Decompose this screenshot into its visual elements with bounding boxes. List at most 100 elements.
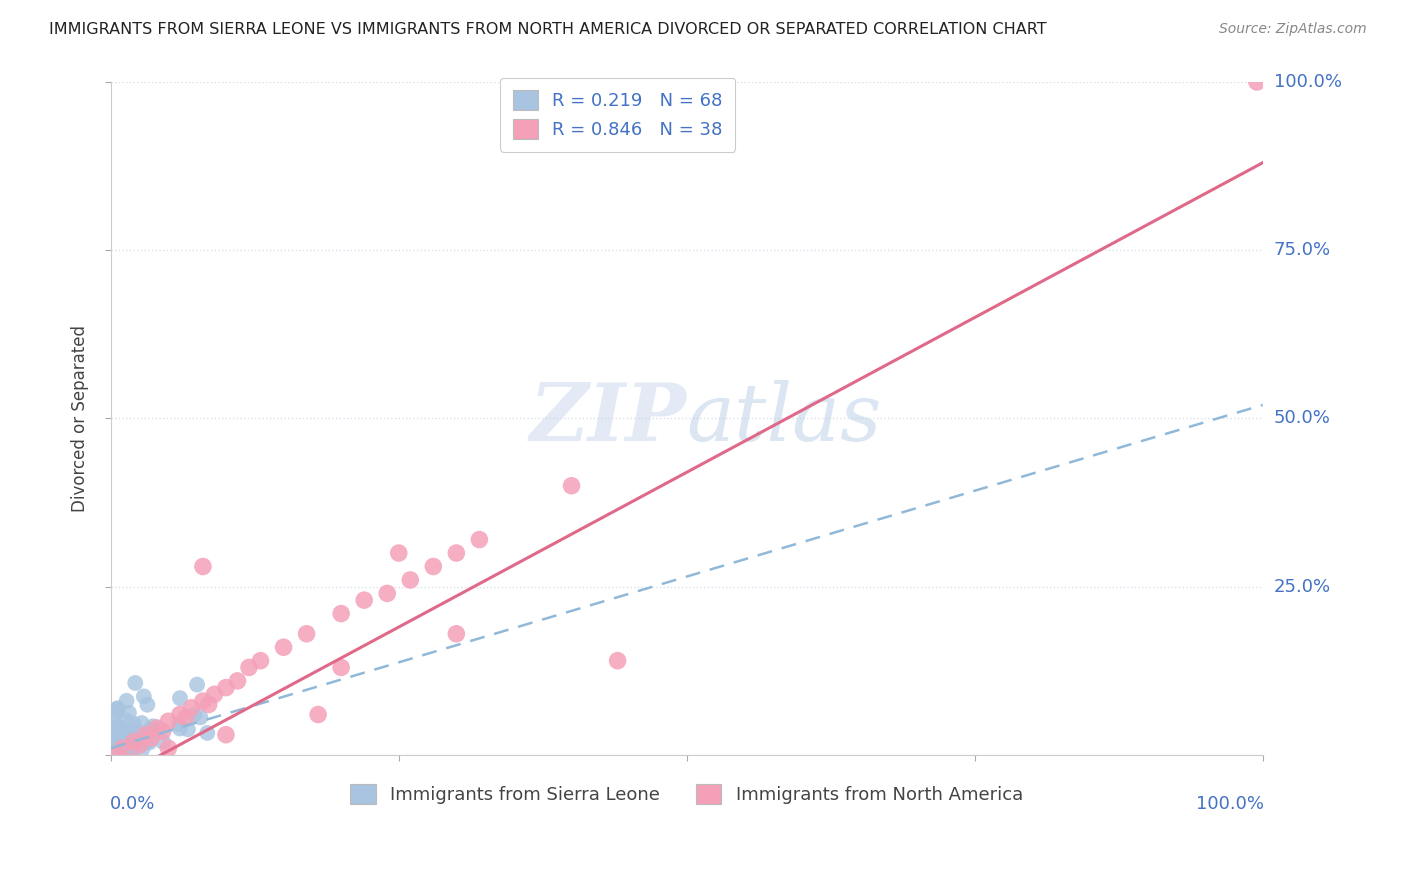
Point [122,716,145,731]
Point [122,755,145,769]
Point [111,744,134,758]
Text: 100.0%: 100.0% [1197,796,1264,814]
Point [131,732,153,747]
Point [446,627,468,641]
Point [330,660,353,674]
Point [101,723,124,738]
Point [101,736,124,750]
Point [157,741,180,756]
Point [152,724,174,739]
Point [134,728,156,742]
Point [273,640,295,655]
Point [330,607,353,621]
Point [114,741,136,756]
Point [105,705,128,719]
Point [446,546,468,560]
Point [105,701,128,715]
Point [108,742,131,756]
Point [180,700,202,714]
Point [146,721,169,735]
Point [112,745,135,759]
Point [124,676,146,690]
Point [606,654,628,668]
Point [118,706,141,720]
Point [169,722,191,736]
Point [112,731,135,746]
Point [127,734,149,748]
Point [105,761,128,775]
Point [375,586,398,600]
Point [111,741,134,756]
Point [121,738,143,752]
Point [138,735,160,749]
Point [167,717,190,731]
Point [157,714,180,729]
Text: 100.0%: 100.0% [1274,73,1341,91]
Point [127,737,149,751]
Point [110,721,132,735]
Legend: Immigrants from Sierra Leone, Immigrants from North America: Immigrants from Sierra Leone, Immigrants… [342,775,1032,814]
Point [238,660,260,674]
Text: atlas: atlas [686,380,882,458]
Point [118,724,141,739]
Point [105,736,128,750]
Text: 0.0%: 0.0% [110,796,155,814]
Text: Source: ZipAtlas.com: Source: ZipAtlas.com [1219,22,1367,37]
Point [128,738,150,752]
Point [115,731,138,745]
Point [186,677,208,691]
Y-axis label: Divorced or Separated: Divorced or Separated [72,325,89,512]
Point [195,726,218,740]
Point [121,743,143,757]
Point [132,690,155,704]
Text: 50.0%: 50.0% [1274,409,1330,427]
Point [169,707,191,722]
Point [353,593,375,607]
Point [129,733,152,747]
Point [135,735,157,749]
Point [125,723,148,738]
Point [107,727,129,741]
Point [105,747,128,762]
Point [120,724,142,739]
Point [100,731,122,746]
Point [295,627,318,641]
Point [131,742,153,756]
Point [134,728,156,742]
Point [110,739,132,753]
Point [152,735,174,749]
Point [560,479,582,493]
Point [215,681,238,695]
Point [131,716,153,731]
Point [112,729,135,743]
Point [215,728,238,742]
Point [112,738,135,752]
Point [139,731,162,745]
Text: 25.0%: 25.0% [1274,578,1331,596]
Point [226,673,249,688]
Point [468,533,491,547]
Point [100,726,122,740]
Point [190,710,212,724]
Text: IMMIGRANTS FROM SIERRA LEONE VS IMMIGRANTS FROM NORTH AMERICA DIVORCED OR SEPARA: IMMIGRANTS FROM SIERRA LEONE VS IMMIGRAN… [49,22,1047,37]
Point [191,559,214,574]
Point [136,698,159,712]
Point [117,732,139,747]
Point [100,743,122,757]
Point [204,687,226,701]
Point [1246,75,1268,89]
Text: 75.0%: 75.0% [1274,241,1331,260]
Point [112,734,135,748]
Point [249,654,271,668]
Point [122,734,145,748]
Point [129,728,152,742]
Point [104,738,127,752]
Point [115,694,138,708]
Point [183,707,205,722]
Point [115,714,138,728]
Point [169,691,191,706]
Point [122,725,145,739]
Point [399,573,422,587]
Point [117,738,139,752]
Point [422,559,444,574]
